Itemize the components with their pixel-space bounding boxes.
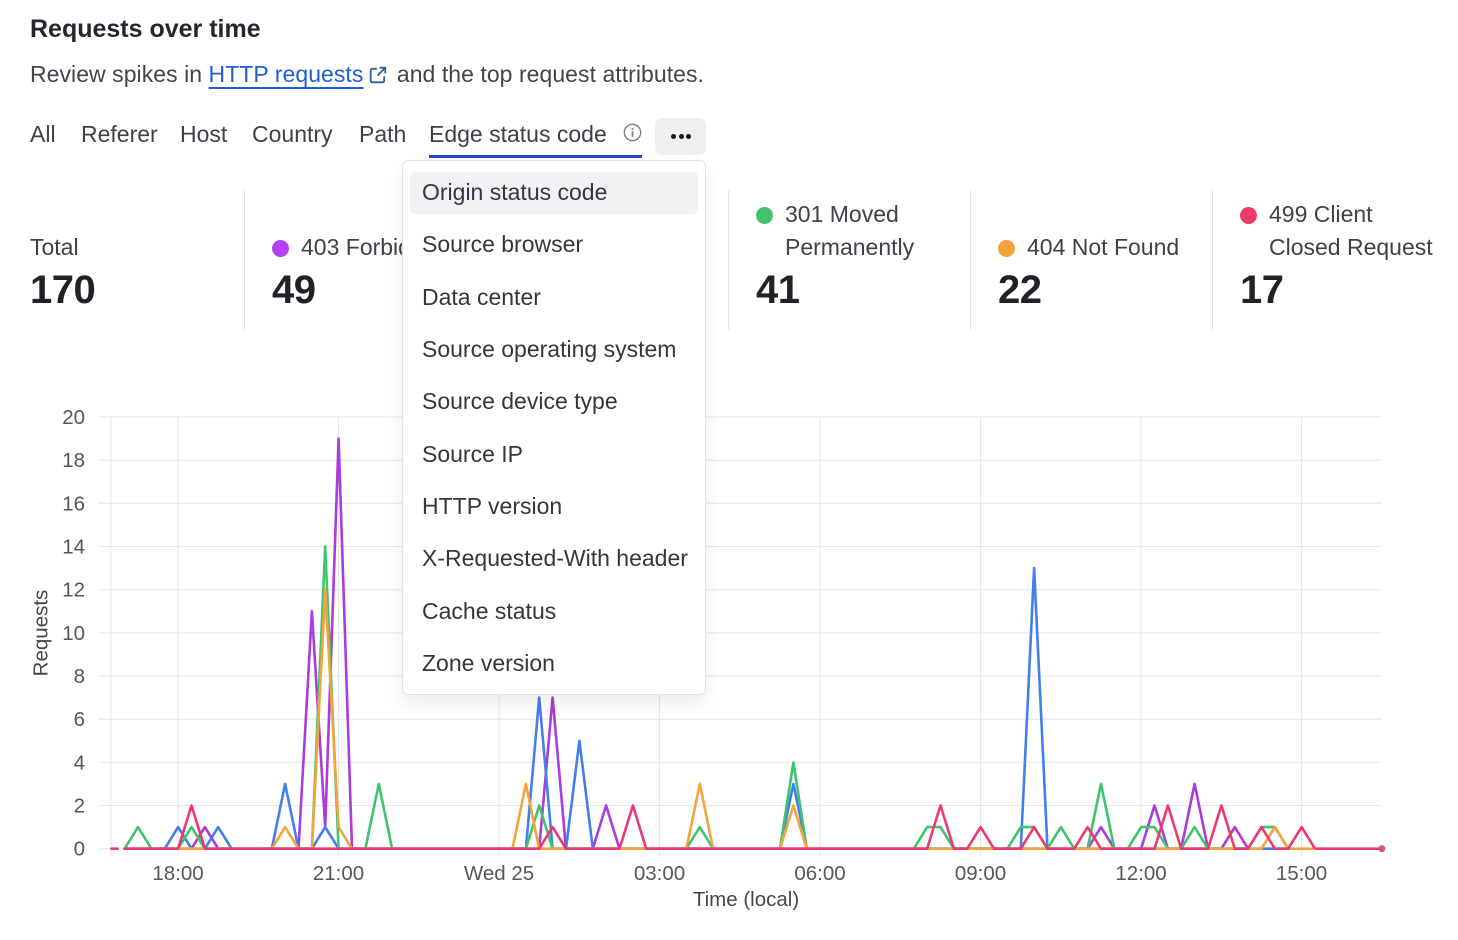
svg-text:03:00: 03:00 [634, 862, 685, 885]
svg-text:2: 2 [74, 795, 85, 818]
svg-text:10: 10 [62, 622, 85, 645]
svg-text:8: 8 [74, 665, 85, 688]
svg-text:Wed 25: Wed 25 [464, 862, 534, 885]
svg-text:20: 20 [62, 406, 85, 429]
svg-text:14: 14 [62, 536, 85, 559]
svg-text:6: 6 [74, 708, 85, 731]
svg-text:21:00: 21:00 [313, 862, 364, 885]
svg-text:18:00: 18:00 [152, 862, 203, 885]
svg-text:Requests: Requests [30, 590, 53, 677]
svg-text:15:00: 15:00 [1276, 862, 1327, 885]
svg-text:18: 18 [62, 449, 85, 472]
svg-text:06:00: 06:00 [794, 862, 845, 885]
svg-text:Time (local): Time (local) [693, 888, 799, 911]
svg-text:4: 4 [74, 751, 85, 774]
svg-text:12: 12 [62, 579, 85, 602]
svg-text:0: 0 [74, 838, 85, 861]
svg-text:12:00: 12:00 [1115, 862, 1166, 885]
svg-text:09:00: 09:00 [955, 862, 1006, 885]
svg-text:16: 16 [62, 492, 85, 515]
